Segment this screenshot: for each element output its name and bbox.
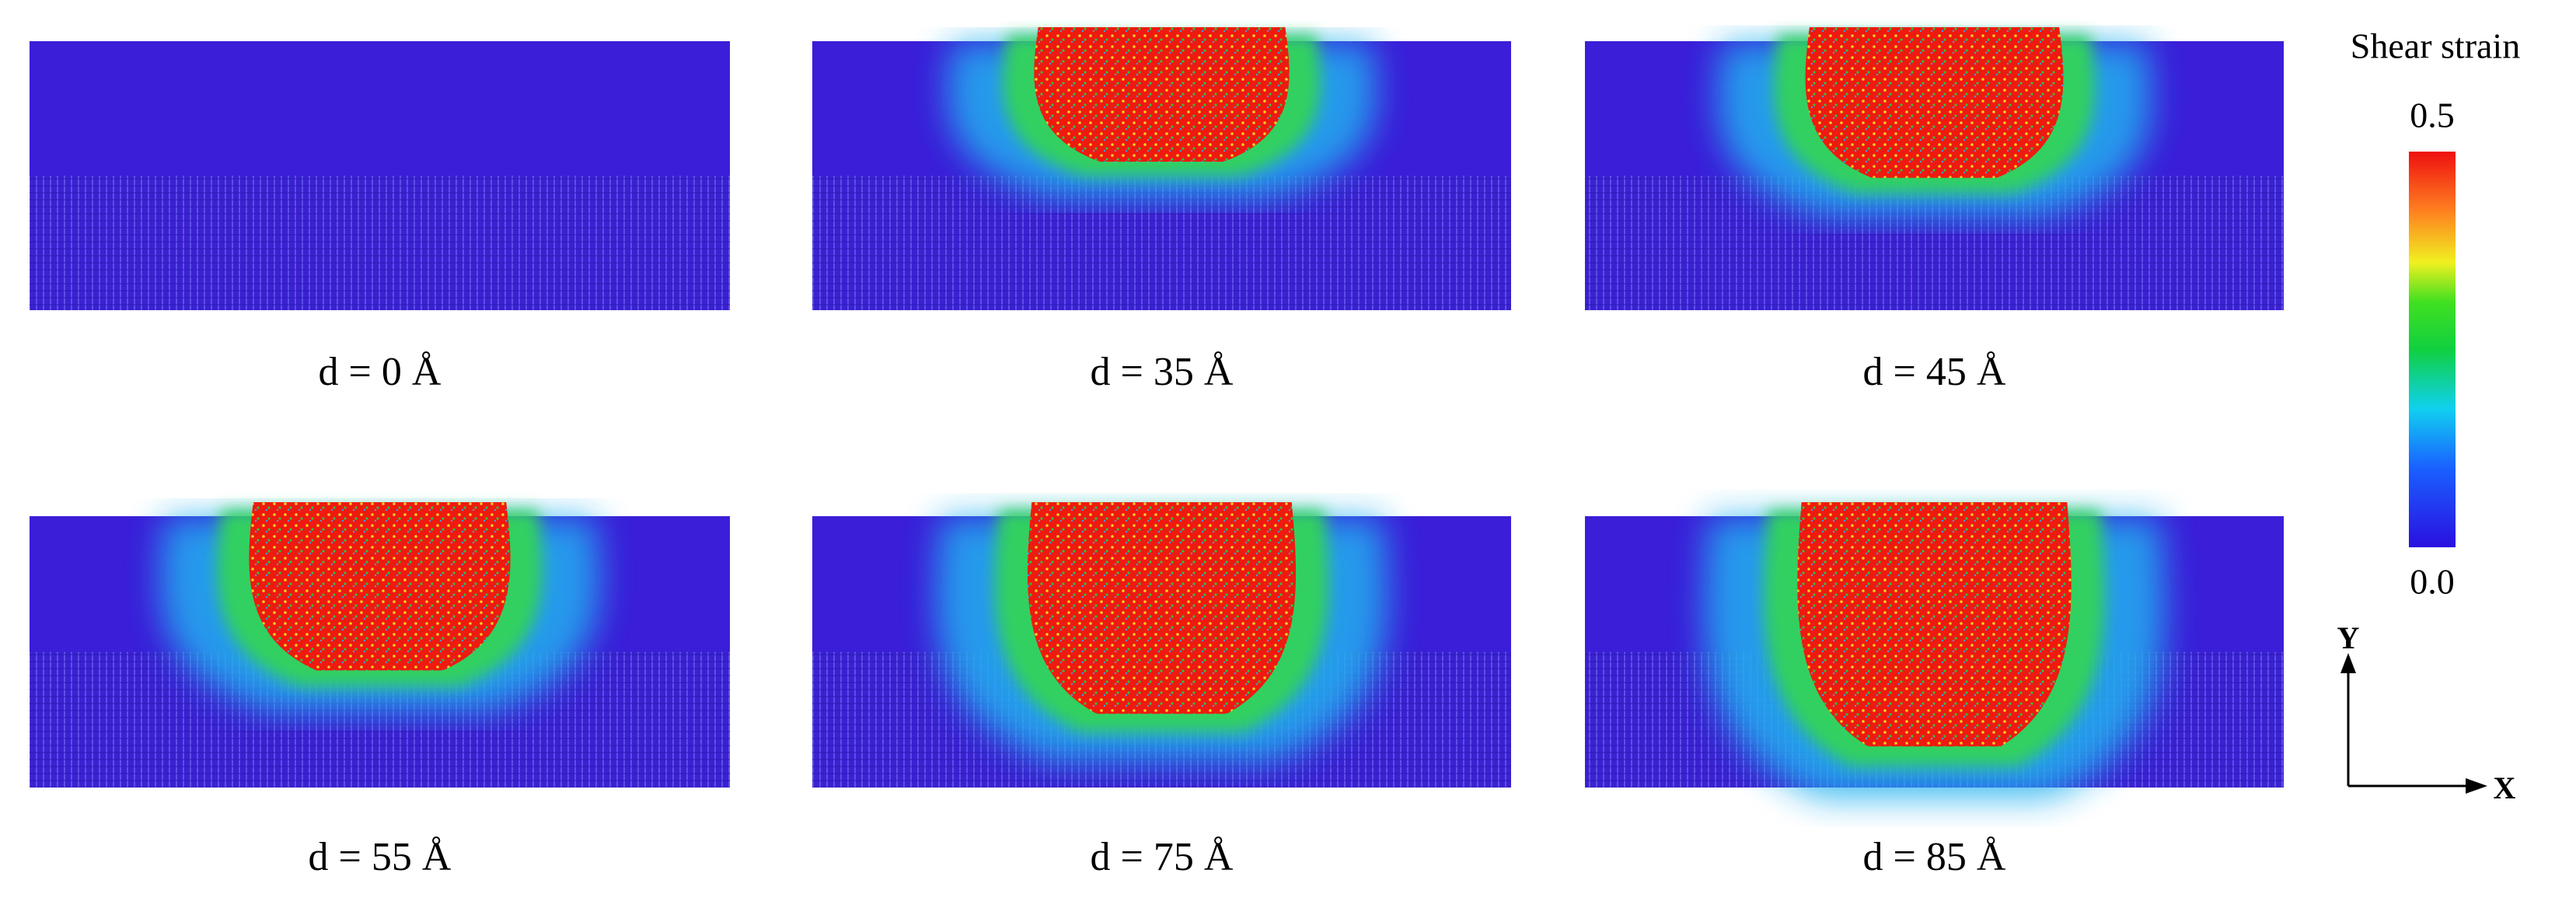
strain-core	[1805, 27, 2064, 178]
axes-indicator: Y X	[2337, 620, 2516, 805]
strain-core	[1027, 502, 1297, 714]
panel: d = 55 Å	[30, 502, 730, 879]
colorbar-scale	[2409, 152, 2456, 547]
panel: d = 85 Å	[1585, 502, 2284, 879]
y-arrowhead	[2340, 653, 2356, 673]
panel-label: d = 75 Å	[1091, 835, 1234, 879]
x-arrowhead	[2466, 778, 2487, 794]
y-axis-label: Y	[2337, 620, 2360, 655]
strain-core	[249, 502, 511, 671]
panel-label: d = 55 Å	[309, 835, 452, 879]
panel-label: d = 85 Å	[1863, 835, 2006, 879]
panel: d = 0 Å	[30, 41, 730, 394]
colorbar-max: 0.5	[2410, 96, 2455, 135]
strain-core	[1797, 502, 2072, 747]
panels: d = 0 Å d = 35 Å d = 45 Å d = 55 Å d = 75 Å d…	[30, 27, 2284, 879]
panel: d = 75 Å	[812, 502, 1511, 879]
panel-label: d = 45 Å	[1863, 350, 2006, 394]
lower-lattice	[30, 176, 730, 310]
strain-core	[1034, 27, 1290, 162]
colorbar-min: 0.0	[2410, 562, 2455, 602]
colorbar-title: Shear strain	[2351, 26, 2520, 66]
x-axis-label: X	[2494, 770, 2516, 805]
colorbar: Shear strain 0.5 0.0	[2351, 26, 2520, 602]
panel: d = 35 Å	[812, 27, 1511, 394]
panel-label: d = 35 Å	[1091, 350, 1234, 394]
panel-label: d = 0 Å	[319, 350, 442, 394]
upper-layer	[30, 41, 730, 176]
lower-lattice	[812, 176, 1511, 310]
panel: d = 45 Å	[1585, 27, 2284, 394]
